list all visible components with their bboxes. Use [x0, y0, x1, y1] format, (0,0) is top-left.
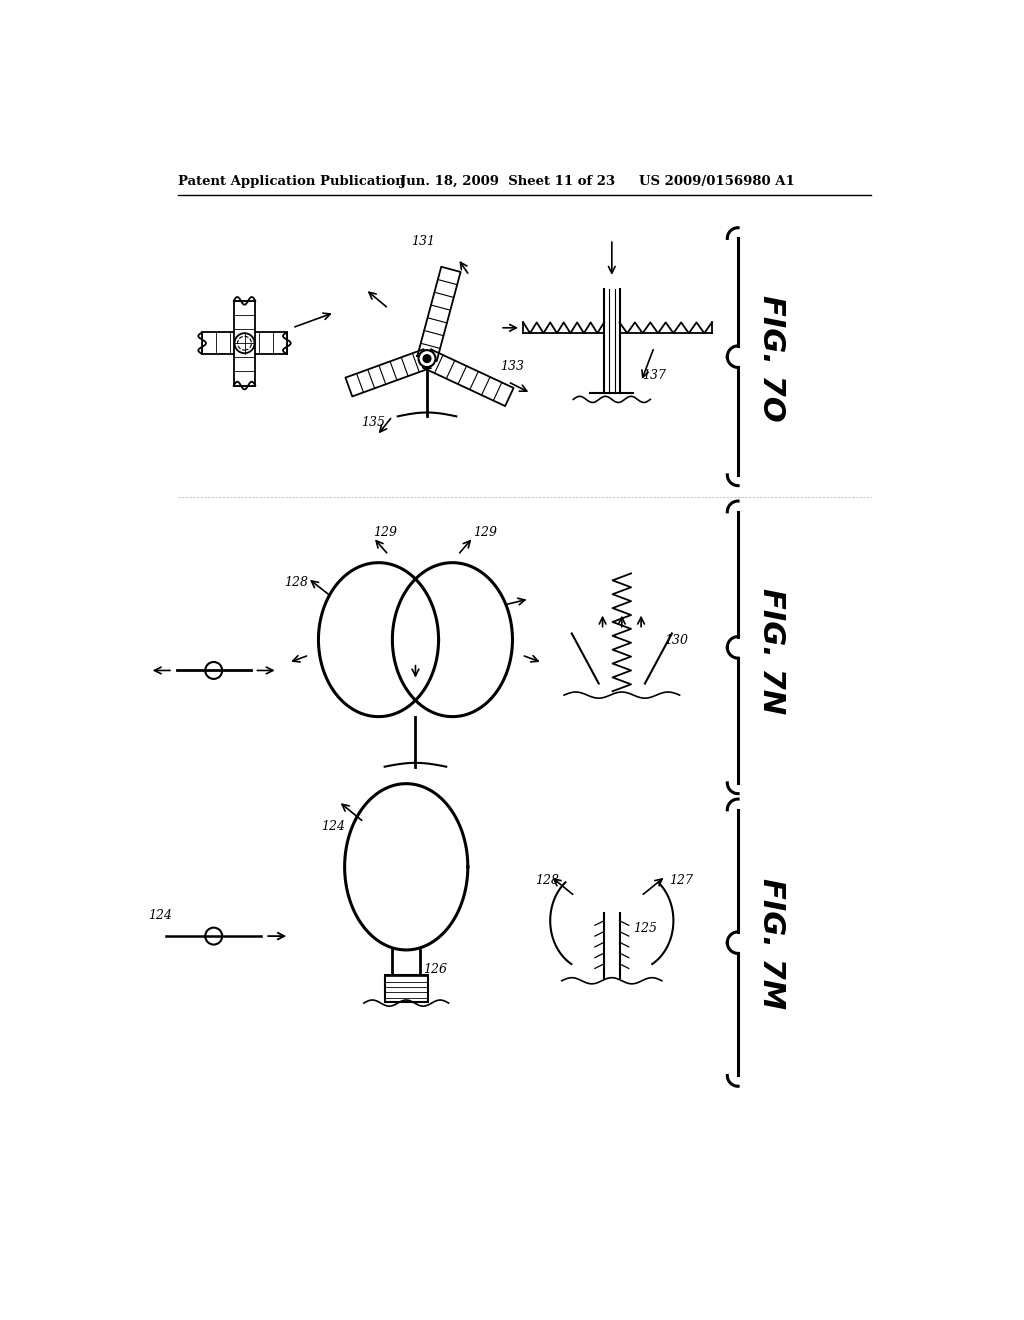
- Text: 124: 124: [148, 909, 172, 923]
- Bar: [233, 301, 255, 385]
- Text: 129: 129: [473, 525, 498, 539]
- Text: Patent Application Publication: Patent Application Publication: [178, 176, 406, 189]
- Text: 128: 128: [285, 576, 308, 589]
- Polygon shape: [423, 350, 514, 407]
- Text: 131: 131: [412, 235, 435, 248]
- Text: FIG. 7M: FIG. 7M: [757, 878, 785, 1010]
- Text: Jun. 18, 2009  Sheet 11 of 23: Jun. 18, 2009 Sheet 11 of 23: [400, 176, 615, 189]
- Polygon shape: [345, 350, 430, 396]
- Text: 127: 127: [670, 874, 693, 887]
- Text: 125: 125: [634, 923, 657, 936]
- Text: 137: 137: [643, 370, 667, 383]
- Circle shape: [205, 928, 222, 945]
- Circle shape: [423, 355, 431, 363]
- Bar: [385, 974, 428, 1002]
- Circle shape: [205, 663, 222, 678]
- Text: 129: 129: [373, 525, 397, 539]
- Text: FIG. 7N: FIG. 7N: [757, 589, 785, 714]
- Circle shape: [419, 350, 435, 367]
- Text: US 2009/0156980 A1: US 2009/0156980 A1: [639, 176, 795, 189]
- Text: FIG. 7O: FIG. 7O: [757, 296, 785, 422]
- Text: 130: 130: [665, 634, 688, 647]
- Bar: [202, 333, 287, 354]
- Text: 135: 135: [361, 416, 386, 429]
- Polygon shape: [418, 267, 461, 362]
- Text: 124: 124: [322, 820, 345, 833]
- Text: 128: 128: [535, 874, 559, 887]
- Text: 133: 133: [500, 360, 524, 374]
- Text: 126: 126: [423, 964, 447, 975]
